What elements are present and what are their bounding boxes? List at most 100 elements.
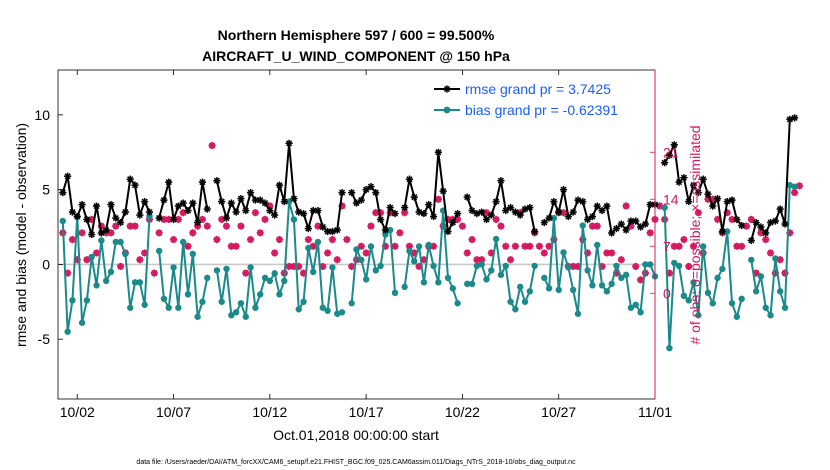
- star-stroke: [603, 249, 610, 257]
- bias-point: [454, 300, 461, 307]
- rmse-point: [444, 227, 452, 236]
- rmse-point: [386, 203, 394, 212]
- obs-assimilated-point: [112, 222, 120, 230]
- rmse-point: [728, 196, 736, 204]
- star-stroke: [165, 179, 172, 186]
- legend-rmse-marker: [443, 85, 451, 93]
- star-stroke: [343, 236, 350, 243]
- star-stroke: [204, 206, 211, 213]
- star-stroke: [218, 198, 225, 205]
- obs-assimilated-point: [150, 269, 158, 277]
- star-stroke: [584, 216, 591, 223]
- obs-assimilated-point: [766, 249, 775, 257]
- rmse-point: [718, 227, 727, 236]
- star-stroke: [372, 209, 379, 216]
- bias-point: [367, 243, 375, 250]
- obs-assimilated-point: [275, 235, 284, 244]
- rmse-point: [165, 178, 173, 186]
- obs-assimilated-point: [261, 215, 269, 223]
- star-stroke: [271, 211, 278, 219]
- star-stroke: [473, 256, 480, 263]
- star-stroke: [440, 188, 447, 195]
- star-stroke: [526, 243, 533, 250]
- rmse-point: [434, 148, 442, 156]
- star-stroke: [112, 214, 119, 222]
- bias-point: [622, 271, 630, 279]
- bias-point: [285, 198, 293, 205]
- star-stroke: [208, 142, 216, 149]
- star-stroke: [637, 223, 644, 231]
- bias-point: [791, 183, 798, 190]
- star-stroke: [502, 243, 509, 250]
- y-axis-left: -5 0 5 10: [34, 107, 63, 347]
- star-stroke: [319, 223, 326, 231]
- rmse-point: [391, 209, 399, 218]
- x-axis: 10/02 10/07 10/12 10/17 10/22 10/27 11/01: [60, 70, 672, 420]
- rmse-point: [381, 226, 389, 234]
- bias-point: [155, 247, 163, 255]
- star-stroke: [175, 216, 182, 223]
- star-stroke: [151, 270, 158, 277]
- rmse-point: [670, 141, 678, 149]
- star-stroke: [507, 256, 514, 263]
- bias-point: [170, 264, 177, 271]
- rmse-point: [747, 236, 755, 245]
- star-stroke: [719, 228, 726, 235]
- obs-assimilated-point: [391, 242, 399, 250]
- rmse-point: [492, 198, 500, 206]
- bias-point: [483, 276, 490, 283]
- rmse-point: [526, 203, 534, 212]
- y-axis-label: rmse and bias (model - observation): [13, 123, 29, 347]
- star-stroke: [136, 211, 143, 219]
- star-stroke: [329, 236, 336, 243]
- bias-point: [223, 265, 230, 273]
- bias-point: [175, 304, 182, 311]
- obs-assimilated-point: [222, 222, 231, 230]
- bias-point: [719, 265, 726, 273]
- obs-assimilated-point: [184, 242, 192, 250]
- star-stroke: [579, 198, 586, 205]
- star-stroke: [598, 207, 606, 214]
- obs-assimilated-point: [251, 209, 259, 217]
- star-stroke: [728, 216, 736, 223]
- obs-assimilated-point: [78, 229, 86, 237]
- star-stroke: [141, 198, 148, 205]
- obs-assimilated-point: [141, 249, 149, 257]
- star-stroke: [131, 182, 139, 189]
- star-stroke: [213, 236, 220, 243]
- bias-point: [776, 288, 784, 295]
- rmse-point: [92, 202, 101, 210]
- star-stroke: [271, 249, 278, 257]
- obs-assimilated-point: [511, 242, 519, 250]
- bias-point: [762, 304, 769, 311]
- star-stroke: [391, 243, 399, 250]
- rmse-point: [218, 198, 226, 206]
- bias-point: [531, 262, 538, 270]
- chart-subtitle: AIRCRAFT_U_WIND_COMPONENT @ 150 hPa: [202, 48, 510, 64]
- obs-assimilated-point: [622, 202, 630, 210]
- rmse-point: [709, 202, 717, 210]
- legend-rmse-star: [443, 85, 451, 93]
- x-axis-label: Oct.01,2018 00:00:00 start: [273, 427, 439, 443]
- star-stroke: [189, 229, 196, 236]
- star-stroke: [700, 176, 707, 183]
- star-stroke: [411, 194, 418, 201]
- star-stroke: [661, 159, 668, 166]
- star-stroke: [184, 243, 192, 250]
- bias-point: [358, 256, 365, 264]
- obs-assimilated-point: [468, 235, 476, 244]
- star-stroke: [127, 176, 134, 183]
- star-stroke: [685, 263, 692, 270]
- legend: rmse grand pr = 3.7425 bias grand pr = -…: [428, 76, 654, 122]
- obs-assimilated-point: [328, 235, 337, 244]
- bias-point: [252, 304, 259, 311]
- bias-point: [767, 312, 774, 319]
- obs-assimilated-point: [458, 222, 467, 230]
- obs-assimilated-point: [242, 269, 250, 277]
- bias-point: [266, 277, 274, 285]
- star-stroke: [555, 208, 562, 216]
- rmse-point: [88, 230, 96, 239]
- rmse-point: [275, 181, 284, 189]
- bias-point: [93, 282, 100, 289]
- rmse-point: [632, 217, 640, 225]
